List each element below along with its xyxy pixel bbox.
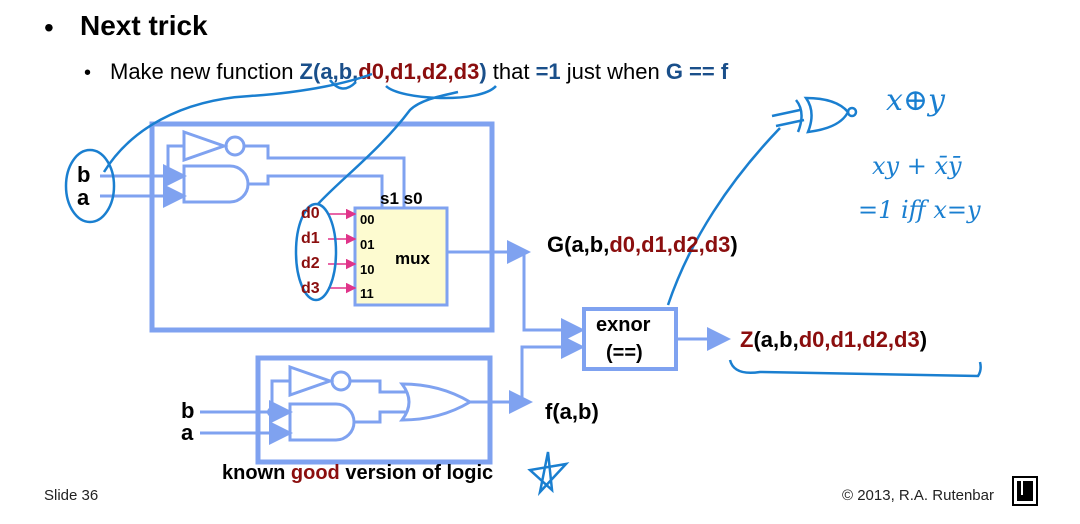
handwritten-xor-gate-icon (771, 96, 858, 134)
caption-before: known (222, 462, 291, 484)
exnor-eq-label: (==) (606, 342, 643, 364)
bottom-circuit-box (255, 355, 493, 465)
g-open: G(a,b, (547, 232, 610, 257)
condition: G == f (665, 59, 729, 84)
inverter-gate-bottom (288, 364, 335, 398)
wire-inv-in-bottom (270, 379, 290, 412)
wire-and-to-or (354, 410, 406, 424)
select-label: s1 s0 (380, 189, 423, 208)
slide-number: Slide 36 (44, 487, 99, 504)
d2-label: d2 (301, 255, 320, 272)
slide-title: Next trick (80, 10, 208, 41)
handwritten-xor: x⊕y (886, 83, 946, 118)
handwritten-exnor-expr: xy + x̄ȳ (872, 152, 962, 180)
arg-b: b (338, 59, 353, 84)
exnor-label: exnor (596, 314, 651, 336)
input-b-label: b (77, 162, 91, 187)
g-close: ) (730, 232, 738, 257)
caption-good: good (290, 462, 340, 484)
mux-box (353, 206, 449, 307)
arg-d: d0,d1,d2,d3 (358, 59, 480, 84)
code-11: 11 (360, 286, 374, 301)
copyright: © 2013, R.A. Rutenbar (842, 487, 994, 504)
inverter-bubble (224, 135, 246, 157)
subtitle-bullet: • (84, 62, 92, 84)
f-output-label: f(a,b) (545, 399, 599, 424)
top-circuit-box (149, 121, 495, 333)
comma-2: , (352, 59, 359, 84)
bottom-caption: known good version of logic (222, 463, 493, 483)
handwritten-line-to-xor (666, 127, 781, 306)
z-output-label: Z(a,b,d0,d1,d2,d3) (740, 329, 927, 351)
code-01: 01 (360, 237, 375, 252)
g-args: d0,d1,d2,d3 (609, 232, 731, 257)
d3-label: d3 (301, 280, 320, 297)
z-close: ) (479, 59, 487, 84)
d0-label: d0 (301, 205, 320, 222)
handwritten-curve-b (102, 72, 373, 173)
subtitle-middle1: that (486, 59, 536, 84)
z-output-args: d0,d1,d2,d3 (798, 327, 920, 352)
z-open: Z( (299, 59, 321, 84)
handwritten-underline-d (385, 85, 497, 100)
inverter-bubble-bottom (330, 370, 352, 392)
wire-inv-out (244, 144, 406, 208)
handwritten-underline-a (329, 79, 357, 90)
or-gate (398, 382, 473, 422)
bottom-input-b-label: b (181, 398, 195, 423)
bottom-input-a-label: a (181, 420, 194, 445)
mux-label: mux (395, 249, 430, 268)
input-a-label: a (77, 185, 90, 210)
wire-inv-in (166, 144, 184, 176)
and-gate-bottom (288, 402, 356, 442)
and-gate (182, 164, 250, 204)
code-10: 10 (360, 262, 375, 277)
university-logo-icon (1012, 476, 1038, 506)
subtitle-line: Make new function Z(a,b,d0,d1,d2,d3) tha… (110, 61, 728, 83)
wire-g-to-exnor (522, 252, 585, 342)
subtitle-middle2: just when (560, 59, 666, 84)
caption-after: version of logic (339, 462, 494, 484)
z-output-close: ) (919, 327, 928, 352)
eq-one: =1 (535, 59, 561, 84)
subtitle-prefix: Make new function (110, 59, 300, 84)
comma-1: , (332, 59, 339, 84)
handwritten-underline-z (728, 359, 982, 378)
d1-label: d1 (301, 230, 320, 247)
wire-inv-to-or (350, 379, 406, 394)
handwritten-circle-d (294, 202, 338, 302)
code-00: 00 (360, 212, 375, 227)
arg-a: a (320, 59, 333, 84)
wire-and-out (248, 174, 384, 208)
handwritten-star-icon (527, 451, 570, 497)
z-output-z: Z (740, 327, 754, 352)
handwritten-circle-ba (64, 148, 116, 224)
inverter-gate (182, 129, 229, 163)
wire-f-to-exnor (520, 335, 585, 402)
z-output-mid: (a,b, (753, 327, 799, 352)
title-bullet: • (44, 12, 54, 43)
handwritten-iff: =1 iff x=y (858, 196, 981, 224)
g-output-label: G(a,b,d0,d1,d2,d3) (547, 234, 738, 256)
handwritten-line-d (317, 90, 459, 205)
